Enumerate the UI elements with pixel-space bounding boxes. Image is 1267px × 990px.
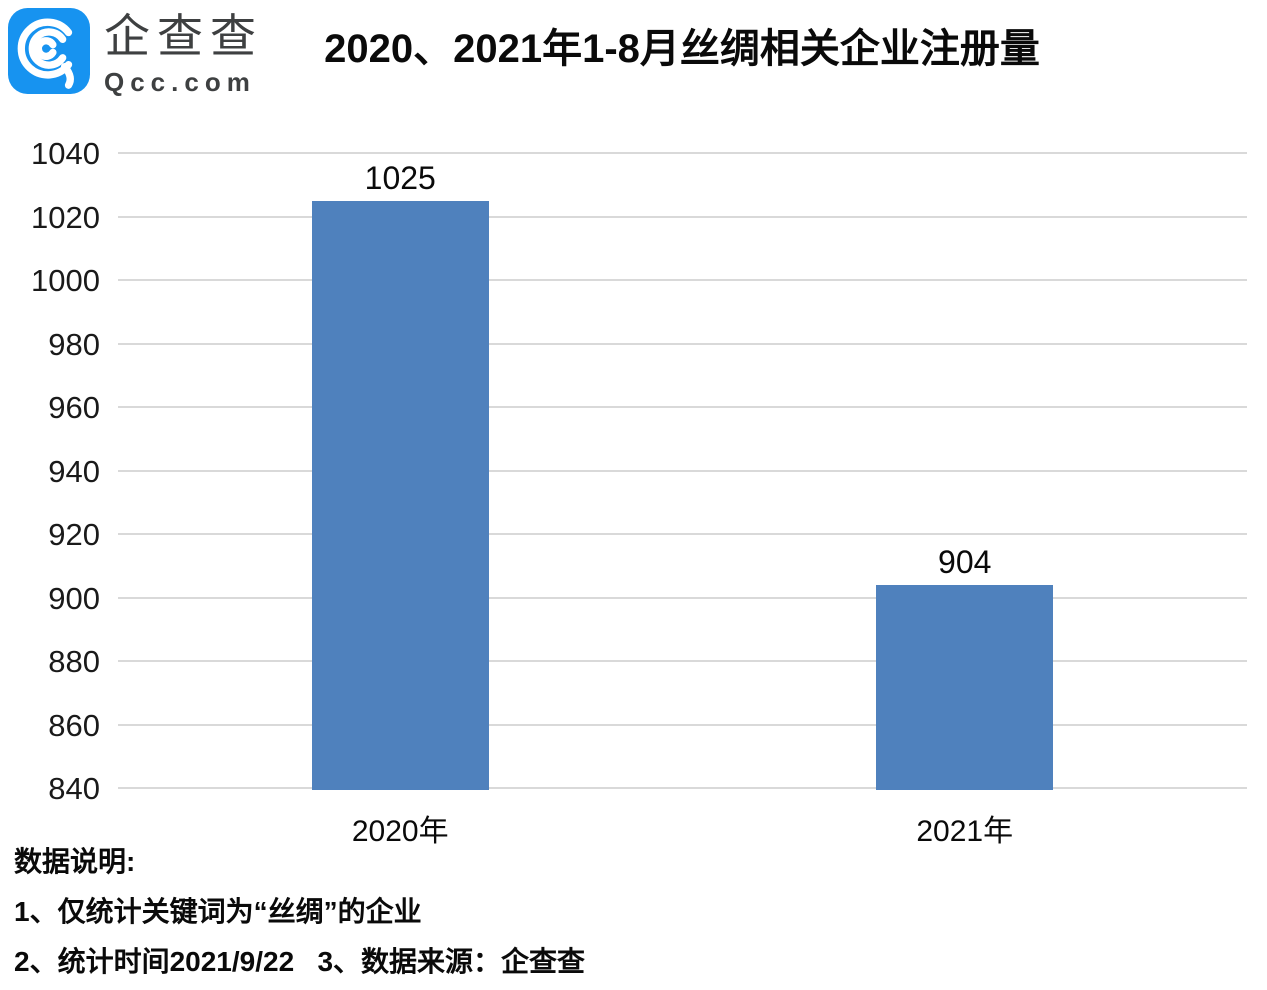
brand-name: 企查查 [104,10,263,62]
gridline [118,660,1247,662]
note-line-2: 2、统计时间2021/9/22 3、数据来源：企查查 [14,946,586,977]
bar-value-label: 904 [938,543,992,580]
y-axis-tick-label: 980 [48,326,100,362]
notes-heading: 数据说明: [14,846,136,877]
qcc-logo: 企查查 Qcc.com [8,7,263,98]
y-axis-tick-label: 840 [48,771,100,806]
y-axis-tick-label: 1040 [31,136,100,171]
gridline [118,469,1247,472]
gridline [118,152,1247,154]
y-axis-tick-label: 880 [48,644,100,679]
qcc-logo-icon [8,8,90,94]
y-axis-tick-label: 860 [48,707,100,743]
bar-value-label: 1025 [364,159,436,196]
y-axis-tick-label: 900 [48,580,100,616]
x-axis-tick-label: 2021年 [916,815,1014,848]
gridline [118,406,1247,408]
data-notes: 数据说明: 1、仅统计关键词为“丝绸”的企业 2、统计时间2021/9/22 3… [14,848,585,990]
note-line-1: 1、仅统计关键词为“丝绸”的企业 [14,896,422,927]
gridline [118,279,1247,281]
gridline [118,787,1247,789]
chart-bar [311,200,489,790]
gridline [118,342,1247,345]
brand-domain: Qcc.com [104,66,256,97]
brand-text: 企查查 Qcc.com [104,7,263,98]
y-axis-tick-label: 1000 [31,263,100,298]
gridline [118,215,1247,218]
chart-title: 2020、2021年1-8月丝绸相关企业注册量 [324,27,1040,71]
chart-bar [876,584,1054,790]
x-axis-tick-label: 2020年 [351,815,449,848]
y-axis-tick-label: 920 [48,517,100,552]
y-axis-tick-label: 1020 [31,199,100,235]
gridline [118,533,1247,535]
y-axis-tick-label: 940 [48,453,100,489]
gridline [118,596,1247,599]
y-axis-tick-label: 960 [48,390,100,425]
gridline [118,723,1247,726]
